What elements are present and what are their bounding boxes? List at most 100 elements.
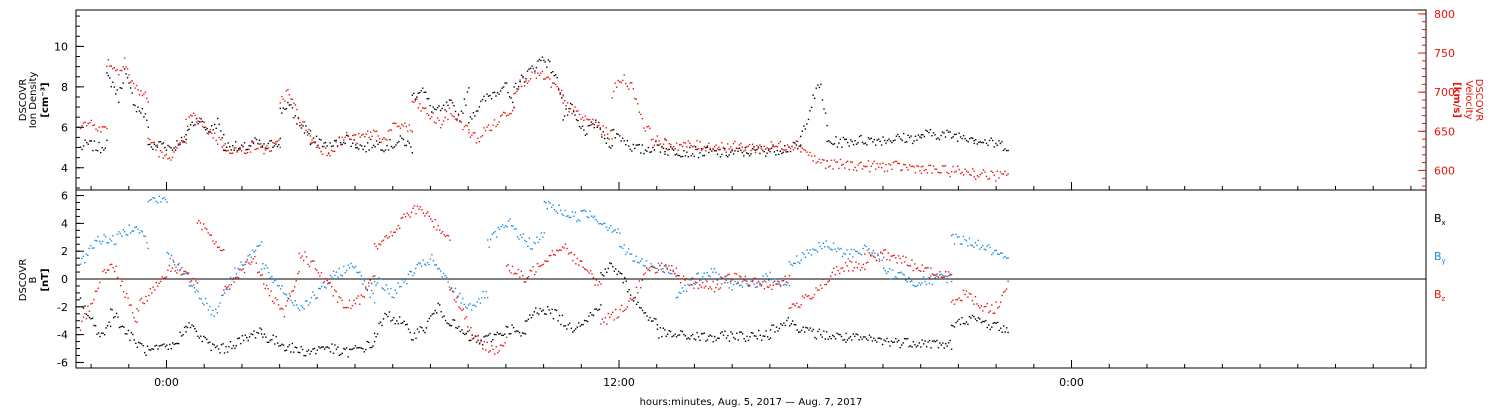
data-point-bot-1-9-60 [877, 253, 879, 255]
data-point-top-0-1-27 [146, 119, 148, 121]
data-point-top-1-2-24 [183, 136, 186, 138]
data-point-top-1-6-9 [323, 145, 325, 148]
data-point-top-1-13-89 [794, 147, 796, 149]
data-point-bot-2-7-26 [544, 260, 546, 262]
data-point-bot-1-0-23 [113, 243, 116, 246]
data-point-top-0-9-21 [499, 90, 502, 92]
data-point-bot-1-4-6 [382, 288, 385, 290]
data-point-bot-0-3-66 [357, 347, 360, 349]
data-point-top-0-13-9 [677, 154, 679, 157]
data-point-top-0-4-4 [229, 146, 231, 148]
data-point-bot-2-5-45 [440, 232, 442, 234]
data-point-bot-2-0-11 [96, 290, 98, 292]
data-point-bot-1-4-56 [456, 297, 458, 299]
data-point-top-1-14-14 [821, 159, 824, 161]
data-point-top-1-9-22 [501, 114, 503, 116]
data-point-top-0-13-48 [734, 150, 736, 152]
data-point-top-0-12-27 [652, 146, 654, 149]
data-point-bot-1-7-34 [669, 273, 671, 275]
data-point-top-1-15-61 [916, 165, 918, 167]
data-point-bot-2-11-1 [865, 262, 867, 264]
data-point-bot-2-9-15 [697, 287, 699, 290]
data-point-bot-2-6-30 [494, 353, 496, 355]
data-point-bot-2-5-38 [430, 218, 432, 220]
data-point-bot-0-10-68 [945, 343, 947, 345]
data-point-bot-0-4-15 [396, 320, 398, 322]
data-point-top-1-11-33 [611, 138, 613, 140]
data-point-bot-0-10-69 [946, 345, 948, 347]
data-point-top-1-1-12 [123, 57, 126, 59]
data-point-bot-1-3-19 [288, 292, 291, 295]
data-point-bot-1-3-38 [316, 297, 318, 299]
data-point-top-0-13-45 [730, 151, 732, 153]
data-point-top-1-13-87 [791, 145, 793, 148]
data-point-bot-0-3-21 [291, 342, 293, 345]
data-point-bot-2-9-60 [763, 288, 766, 290]
data-point-bot-0-10-49 [917, 344, 919, 347]
data-point-top-0-10-30 [558, 89, 560, 91]
data-point-bot-1-2-54 [246, 261, 248, 263]
data-point-bot-2-4-20 [328, 282, 330, 284]
data-point-top-0-8-38 [468, 87, 470, 89]
data-point-bot-0-6-23 [558, 314, 561, 317]
data-point-top-0-15-29 [869, 138, 871, 140]
data-point-bot-2-8-13 [619, 308, 621, 311]
data-point-bot-2-8-6 [609, 316, 611, 318]
data-point-top-1-2-19 [176, 147, 178, 149]
data-point-bot-2-11-39 [921, 264, 923, 266]
data-point-bot-2-8-25 [637, 292, 639, 294]
data-point-top-0-15-36 [879, 140, 881, 143]
data-point-top-1-3-3 [189, 114, 192, 116]
data-point-bot-1-5-38 [543, 232, 545, 234]
data-point-bot-1-10-42 [945, 275, 947, 277]
data-point-top-1-7-32 [402, 125, 405, 127]
data-point-bot-2-4-10 [313, 260, 315, 262]
data-point-bot-2-9-37 [729, 280, 732, 282]
data-point-top-0-0-5 [87, 143, 89, 145]
data-point-bot-1-9-8 [800, 259, 802, 261]
data-point-bot-2-0-30 [124, 296, 126, 298]
data-point-bot-2-11-56 [946, 276, 948, 278]
data-point-bot-1-10-8 [894, 276, 897, 278]
data-point-top-0-8-15 [433, 108, 436, 110]
data-point-top-0-12-3 [616, 133, 618, 135]
data-point-bot-0-2-8 [197, 335, 199, 337]
data-point-bot-2-8-17 [625, 308, 627, 310]
data-point-bot-0-10-65 [940, 344, 942, 346]
data-point-bot-0-8-63 [749, 336, 751, 338]
data-point-bot-2-8-20 [629, 297, 632, 300]
data-point-bot-0-2-11 [201, 340, 203, 343]
data-point-top-0-9-1 [469, 116, 472, 118]
data-point-bot-2-9-68 [775, 283, 777, 286]
data-point-top-0-7-24 [390, 145, 393, 148]
data-point-top-0-3-13 [205, 129, 207, 131]
data-point-bot-1-2-16 [190, 284, 192, 287]
data-point-bot-2-8-29 [643, 273, 645, 276]
data-point-top-0-8-27 [451, 102, 454, 104]
data-point-bot-1-9-15 [810, 254, 813, 256]
data-point-bot-0-2-24 [220, 344, 223, 346]
data-point-bot-1-5-8 [498, 228, 501, 230]
data-point-bot-1-8-54 [754, 286, 757, 289]
data-point-bot-0-7-1 [601, 274, 604, 276]
data-point-top-0-8-14 [432, 106, 434, 108]
data-point-bot-0-2-5 [192, 325, 195, 327]
data-point-top-1-2-5 [155, 149, 157, 151]
data-point-bot-1-6-33 [592, 216, 594, 219]
data-point-top-0-13-86 [789, 150, 792, 153]
data-point-bot-2-1-26 [174, 270, 176, 272]
data-point-top-0-15-4 [832, 143, 834, 146]
data-point-bot-0-6-48 [595, 308, 598, 310]
data-point-bot-2-9-55 [756, 286, 758, 288]
data-point-bot-2-6-38 [505, 336, 508, 338]
data-point-top-0-15-16 [850, 139, 852, 141]
data-point-top-1-15-37 [880, 167, 883, 169]
data-point-bot-2-8-45 [666, 268, 669, 270]
data-point-bot-1-10-29 [925, 283, 928, 286]
data-point-bot-2-7-27 [545, 260, 548, 263]
data-point-bot-1-6-16 [567, 215, 569, 217]
data-point-top-1-10-0 [513, 92, 515, 95]
legend-sub-y: y [1442, 257, 1446, 265]
data-point-bot-1-4-50 [447, 281, 449, 283]
data-point-bot-1-11-18 [977, 239, 980, 242]
